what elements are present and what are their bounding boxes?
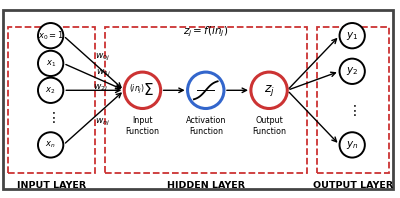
Circle shape [340,23,365,48]
Text: HIDDEN LAYER: HIDDEN LAYER [167,181,245,190]
Circle shape [340,132,365,158]
Text: $y_2$: $y_2$ [346,65,358,77]
Text: $y_1$: $y_1$ [346,30,358,42]
FancyBboxPatch shape [316,27,388,173]
Text: OUTPUT LAYER: OUTPUT LAYER [312,181,393,190]
Text: $x_2$: $x_2$ [46,85,56,96]
FancyBboxPatch shape [105,27,307,173]
Text: $w_{1j}$: $w_{1j}$ [96,68,111,79]
Text: $\Sigma$: $\Sigma$ [144,82,154,98]
Text: Input
Function: Input Function [126,116,160,136]
Text: $x_n$: $x_n$ [45,140,56,150]
Circle shape [38,78,63,103]
Text: $w_{nj}$: $w_{nj}$ [95,117,110,128]
Text: $(in_j)$: $(in_j)$ [129,83,145,96]
Circle shape [188,72,224,109]
Text: $y_n$: $y_n$ [346,139,358,151]
Text: $x_1$: $x_1$ [46,58,56,69]
Text: $z_j = f(in_j)$: $z_j = f(in_j)$ [183,25,228,39]
Text: INPUT LAYER: INPUT LAYER [17,181,86,190]
Text: Output
Function: Output Function [252,116,286,136]
Circle shape [38,23,63,48]
Text: $x_0=1$: $x_0=1$ [38,30,64,42]
Text: Activation
Function: Activation Function [186,116,226,136]
FancyBboxPatch shape [3,10,392,189]
Text: $w_{0j}$: $w_{0j}$ [94,52,110,63]
Text: $\vdots$: $\vdots$ [46,110,56,126]
Text: $\vdots$: $\vdots$ [347,103,357,118]
Circle shape [251,72,287,109]
Circle shape [340,59,365,84]
Circle shape [38,51,63,76]
Circle shape [38,132,63,158]
Text: $w_{2j}$: $w_{2j}$ [93,83,108,94]
Circle shape [124,72,161,109]
FancyBboxPatch shape [8,27,95,173]
Text: $z_j$: $z_j$ [264,83,274,98]
